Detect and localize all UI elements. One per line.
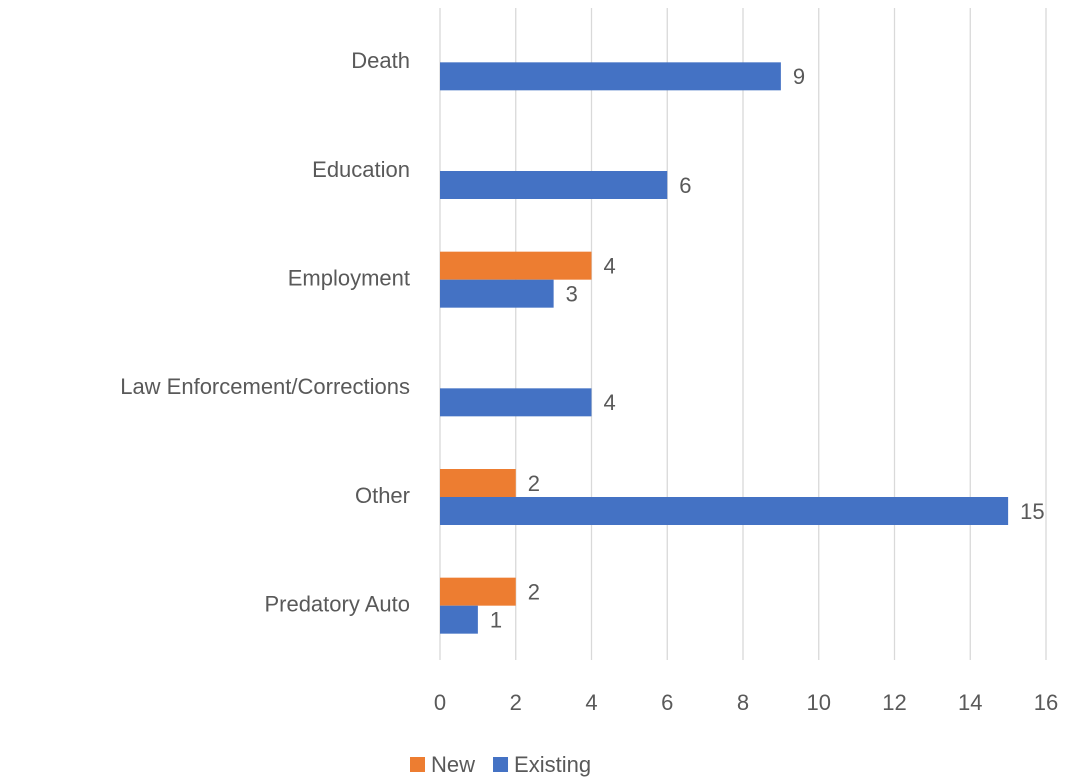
- category-label: Predatory Auto: [264, 591, 410, 616]
- x-tick-label: 4: [585, 690, 597, 715]
- bar: [440, 171, 668, 199]
- bar: [440, 469, 516, 497]
- x-tick-label: 12: [882, 690, 906, 715]
- legend-label: Existing: [514, 752, 591, 777]
- category-label: Employment: [288, 265, 410, 290]
- bar: [440, 62, 781, 91]
- x-tick-label: 16: [1034, 690, 1058, 715]
- category-label: Education: [312, 157, 410, 182]
- x-tick-label: 14: [958, 690, 982, 715]
- legend-swatch: [410, 757, 425, 772]
- x-tick-label: 2: [510, 690, 522, 715]
- bar: [440, 577, 516, 606]
- bar: [440, 388, 592, 417]
- data-label: 4: [604, 253, 616, 278]
- data-label: 3: [566, 281, 578, 306]
- legend-swatch: [493, 757, 509, 772]
- data-label: 6: [679, 173, 691, 198]
- bar: [440, 251, 592, 280]
- data-label: 15: [1020, 499, 1044, 524]
- data-label: 4: [604, 390, 616, 415]
- category-label: Law Enforcement/Corrections: [120, 374, 410, 399]
- data-label: 1: [490, 607, 502, 632]
- bar: [440, 279, 554, 308]
- bar: [440, 605, 478, 634]
- data-label: 2: [528, 471, 540, 496]
- data-label: 2: [528, 579, 540, 604]
- x-tick-label: 6: [661, 690, 673, 715]
- data-label: 9: [793, 64, 805, 89]
- category-label: Other: [355, 483, 410, 508]
- bar: [440, 497, 1009, 525]
- x-tick-label: 0: [434, 690, 446, 715]
- x-tick-label: 10: [807, 690, 831, 715]
- x-tick-label: 8: [737, 690, 749, 715]
- legend-label: New: [431, 752, 475, 777]
- category-label: Death: [351, 48, 410, 73]
